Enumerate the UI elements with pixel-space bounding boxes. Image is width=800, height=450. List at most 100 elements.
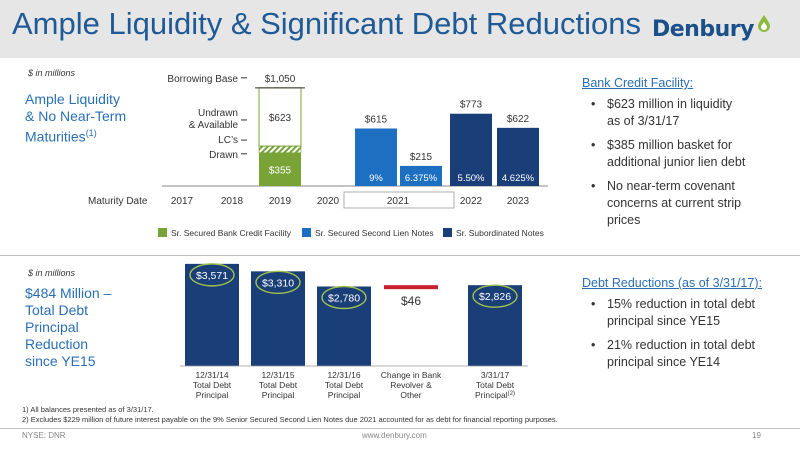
legend-label: Sr. Secured Bank Credit Facility bbox=[171, 228, 292, 238]
x-axis-title: Maturity Date bbox=[88, 196, 148, 207]
value-highlight-circle bbox=[255, 270, 301, 295]
total-debt-value-label: $3,571 bbox=[196, 270, 228, 282]
bank-credit-facility-heading: Bank Credit Facility: bbox=[582, 76, 694, 90]
lcs-label: LC’s bbox=[218, 135, 238, 146]
legend-label: Sr. Secured Second Lien Notes bbox=[315, 228, 434, 238]
category-label: Revolver & bbox=[390, 380, 432, 390]
bottom-side-heading: $484 Million – Total Debt Principal Reducti… bbox=[25, 285, 111, 370]
bottom-side-heading-line: Total Debt bbox=[25, 302, 89, 318]
category-label: 12/31/16 bbox=[327, 370, 360, 380]
drawn-label: Drawn bbox=[209, 150, 238, 161]
category-label: Total Debt bbox=[193, 380, 232, 390]
legend-swatch bbox=[443, 228, 452, 237]
category-label: Change in Bank bbox=[381, 370, 442, 380]
total-debt-bar bbox=[468, 285, 522, 366]
footer-url: www.denbury.com bbox=[362, 431, 427, 440]
bottom-side-heading-line: since YE15 bbox=[25, 353, 96, 369]
bank-facility-bullet-2: $385 million basket for additional junior… bbox=[588, 137, 798, 171]
bank-facility-bullet-3-line: prices bbox=[607, 213, 641, 227]
category-label: Total Debt bbox=[476, 380, 515, 390]
bank-facility-bullet-1: $623 million in liquidity as of 3/31/17 bbox=[588, 96, 798, 130]
x-tick-label: 2022 bbox=[460, 196, 483, 207]
x-tick-label: 2020 bbox=[317, 196, 340, 207]
value-highlight-circle bbox=[472, 284, 518, 308]
second-lien-6375pct-rate-label: 6.375% bbox=[405, 173, 438, 184]
bank-facility-bullet-2-line: additional junior lien debt bbox=[607, 155, 746, 169]
borrowing-base-value-label: $1,050 bbox=[265, 74, 296, 85]
undrawn-value-label: $623 bbox=[269, 113, 292, 124]
x-tick-label: 2018 bbox=[221, 196, 244, 207]
legend-swatch bbox=[302, 228, 311, 237]
category-label-sup: (2) bbox=[508, 391, 515, 397]
debt-reduction-bullet-2-line: 21% reduction in total debt bbox=[607, 338, 756, 352]
year-2021-bracket bbox=[343, 191, 455, 209]
debt-reduction-bullet-2: 21% reduction in total debt principal sin… bbox=[588, 337, 798, 371]
subordinated-2023-bar bbox=[497, 127, 539, 186]
subordinated-2023-rate-label: 4.625% bbox=[502, 173, 535, 184]
bank-credit-facility-list: $623 million in liquidity as of 3/31/17 $3… bbox=[588, 96, 798, 236]
debt-reduction-bullet-1-line: principal since YE15 bbox=[607, 314, 721, 328]
logo-drop-icon bbox=[758, 15, 770, 32]
category-label: 12/31/15 bbox=[261, 370, 294, 380]
subordinated-2023-value-label: $622 bbox=[507, 114, 530, 125]
value-highlight-circle bbox=[321, 285, 367, 310]
drawn-value-label: $355 bbox=[269, 165, 292, 176]
second-lien-9pct-bar bbox=[355, 128, 397, 186]
bank-facility-bullet-1-line: $623 million in liquidity bbox=[607, 97, 733, 111]
bank-facility-bullet-3: No near-term covenant concerns at current… bbox=[588, 178, 798, 229]
total-debt-value-label: $2,826 bbox=[479, 291, 511, 303]
change-value-label: $46 bbox=[401, 294, 421, 308]
category-label: Total Debt bbox=[325, 380, 364, 390]
bank-facility-bullet-2-line: $385 million basket for bbox=[607, 138, 733, 152]
total-debt-bar bbox=[317, 286, 371, 366]
debt-reduction-bullet-1-line: 15% reduction in total debt bbox=[607, 297, 756, 311]
x-tick-label: 2023 bbox=[507, 196, 530, 207]
debt-reduction-bullet-2-line: principal since YE14 bbox=[607, 355, 721, 369]
available-label: & Available bbox=[189, 120, 239, 131]
top-side-heading: Ample Liquidity & No Near-Term Maturitie… bbox=[25, 91, 126, 146]
header-bar bbox=[0, 0, 800, 58]
category-label: Other bbox=[400, 390, 421, 400]
second-lien-9pct-rate-label: 9% bbox=[369, 173, 383, 184]
footnote-1: 1) All balances presented as of 3/31/17. bbox=[22, 405, 154, 414]
page-number: 19 bbox=[752, 431, 761, 440]
footnote-2: 2) Excludes $229 million of future inter… bbox=[22, 415, 558, 424]
category-label: Principal bbox=[328, 390, 361, 400]
bottom-units-note: $ in millions bbox=[28, 268, 76, 278]
company-logo-text: Denbury bbox=[652, 17, 754, 42]
total-debt-value-label: $3,310 bbox=[262, 277, 294, 289]
borrowing-base-label: Borrowing Base bbox=[167, 74, 238, 85]
maturity-chart: Maturity Date 2017 2018 2019 2020 2021 2022 202… bbox=[88, 74, 548, 238]
top-side-heading-sup: (1) bbox=[85, 128, 97, 138]
x-tick-label: 2019 bbox=[269, 196, 292, 207]
top-units-note: $ in millions bbox=[28, 68, 76, 78]
section-divider bbox=[0, 255, 800, 256]
legend-label: Sr. Subordinated Notes bbox=[456, 228, 544, 238]
debt-reductions-heading: Debt Reductions (as of 3/31/17): bbox=[582, 276, 762, 290]
top-side-heading-line2: & No Near-Term bbox=[25, 108, 127, 124]
bottom-side-heading-line: Reduction bbox=[25, 336, 89, 352]
x-tick-label: 2017 bbox=[171, 196, 194, 207]
footer-ticker: NYSE: DNR bbox=[22, 431, 66, 440]
second-lien-6375pct-bar bbox=[400, 165, 442, 186]
bank-facility-bullet-3-line: No near-term covenant bbox=[607, 179, 735, 193]
change-bar bbox=[384, 285, 438, 290]
debt-reduction-bullet-1: 15% reduction in total debt principal sin… bbox=[588, 296, 798, 330]
bank-facility-bullet-1-line: as of 3/31/17 bbox=[607, 114, 680, 128]
total-debt-bar bbox=[251, 271, 305, 366]
category-label: 3/31/17 bbox=[481, 370, 510, 380]
category-label: Principal(2) bbox=[475, 390, 515, 400]
second-lien-9pct-value-label: $615 bbox=[365, 114, 388, 125]
debt-reductions-list: 15% reduction in total debt principal sin… bbox=[588, 296, 798, 378]
subordinated-2022-bar bbox=[450, 113, 492, 186]
undrawn-label: Undrawn bbox=[198, 108, 238, 119]
category-label: 12/31/14 bbox=[195, 370, 228, 380]
legend-swatch bbox=[158, 228, 167, 237]
category-label: Total Debt bbox=[259, 380, 298, 390]
drawn-segment bbox=[259, 152, 301, 186]
slide-title: Ample Liquidity & Significant Debt Reduc… bbox=[12, 6, 641, 41]
x-tick-label: 2021 bbox=[387, 196, 410, 207]
bottom-side-heading-line: $484 Million – bbox=[25, 285, 112, 301]
subordinated-2022-value-label: $773 bbox=[460, 100, 483, 111]
